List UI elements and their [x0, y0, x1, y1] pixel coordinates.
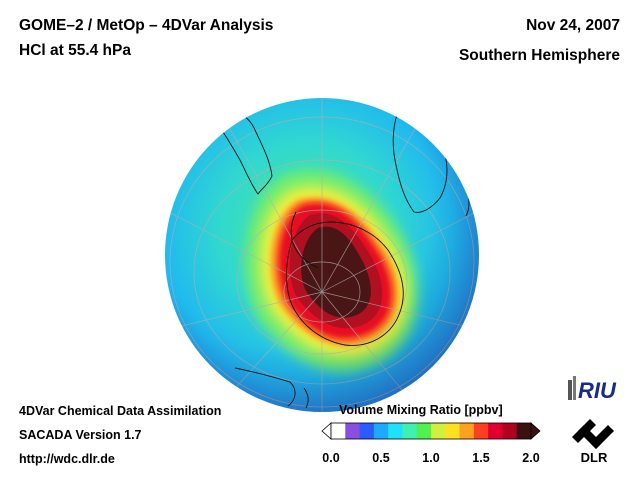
colorbar-band — [373, 423, 389, 439]
footer-version: SACADA Version 1.7 — [19, 428, 142, 442]
dlr-logo-text: DLR — [581, 450, 608, 465]
colorbar-band — [359, 423, 375, 439]
colorbar-band — [459, 423, 475, 439]
map-subtitle: HCl at 55.4 hPa — [19, 42, 131, 59]
colorbar-band — [473, 423, 489, 439]
colorbar-band — [488, 423, 503, 439]
colorbar-band — [402, 423, 418, 439]
colorbar-tick-label: 0.5 — [372, 451, 390, 465]
colorbar-title: Volume Mixing Ratio [ppbv] — [339, 403, 503, 417]
colorbar — [321, 422, 541, 440]
globe-shading — [165, 98, 479, 412]
colorbar-band — [502, 423, 518, 439]
hemisphere-label: Southern Hemisphere — [458, 47, 620, 64]
colorbar-tick-label: 1.5 — [472, 451, 490, 465]
riu-logo: RIU — [568, 376, 617, 403]
colorbar-band — [431, 423, 446, 439]
riu-logo-text: RIU — [578, 378, 617, 403]
footer-system: 4DVar Chemical Data Assimilation — [19, 404, 222, 418]
colorbar-tick-label: 2.0 — [522, 451, 540, 465]
analysis-date: Nov 24, 2007 — [526, 17, 620, 34]
footer-url[interactable]: http://wdc.dlr.de — [19, 452, 115, 466]
colorbar-band — [388, 423, 403, 439]
colorbar-band — [345, 423, 361, 439]
colorbar-frame — [330, 422, 532, 440]
colorbar-tick-label: 0.0 — [322, 451, 340, 465]
colorbar-band — [331, 423, 346, 439]
colorbar-band — [445, 423, 461, 439]
colorbar-tick-label: 1.0 — [422, 451, 440, 465]
map-title: GOME–2 / MetOp – 4DVar Analysis — [19, 17, 274, 34]
colorbar-high-arrow — [530, 422, 541, 440]
colorbar-low-arrow — [321, 422, 332, 440]
colorbar-band — [516, 423, 532, 439]
dlr-logo: DLR — [572, 419, 614, 465]
colorbar-band — [416, 423, 432, 439]
